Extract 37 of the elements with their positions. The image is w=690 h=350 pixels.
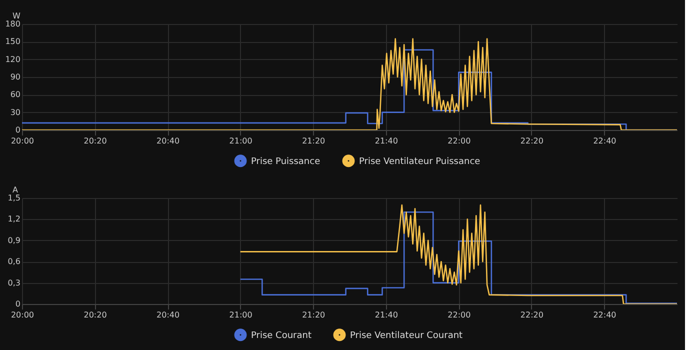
x-tick-label: 20:40 bbox=[156, 310, 180, 320]
legend-label: Prise Ventilateur Puissance bbox=[359, 156, 481, 167]
x-tick-label: 20:00 bbox=[10, 136, 34, 146]
y-tick-label: 120 bbox=[5, 54, 20, 64]
y-tick-label: 30 bbox=[10, 108, 20, 117]
x-tick-label: 22:00 bbox=[448, 136, 471, 146]
x-tick-label: 22:40 bbox=[593, 310, 616, 320]
y-tick-label: 1,5 bbox=[8, 194, 20, 202]
y-tick-label: 0 bbox=[15, 126, 20, 134]
x-tick-label: 20:40 bbox=[156, 136, 180, 146]
x-tick-label: 21:00 bbox=[229, 310, 252, 320]
y-tick-label: 60 bbox=[10, 90, 20, 100]
y-tick-label: 0,3 bbox=[8, 278, 20, 288]
x-tick-label: 21:20 bbox=[302, 310, 326, 320]
x-tick-label: 21:00 bbox=[229, 136, 252, 146]
legend-label: Prise Puissance bbox=[251, 156, 321, 167]
y-tick-label: 0,9 bbox=[8, 236, 20, 245]
y-tick-label: 0,6 bbox=[8, 257, 20, 266]
x-tick-label: 21:20 bbox=[302, 136, 326, 146]
y-axis-title: A bbox=[12, 186, 18, 194]
x-tick-label: 22:40 bbox=[593, 136, 616, 146]
y-tick-label: 150 bbox=[5, 37, 20, 46]
x-tick-label: 21:40 bbox=[374, 136, 398, 146]
y-tick-label: 1,2 bbox=[8, 214, 20, 224]
y-axis-title: W bbox=[12, 12, 20, 20]
y-tick-label: 180 bbox=[5, 20, 20, 28]
x-tick-label: 20:20 bbox=[84, 136, 107, 146]
x-tick-label: 21:40 bbox=[374, 310, 398, 320]
x-tick-label: 20:00 bbox=[10, 310, 34, 320]
legend-label: Prise Courant bbox=[251, 330, 312, 341]
x-tick-label: 22:00 bbox=[448, 310, 471, 320]
legend-label: Prise Ventilateur Courant bbox=[350, 330, 464, 341]
x-tick-label: 20:20 bbox=[84, 310, 107, 320]
x-tick-label: 22:20 bbox=[520, 310, 544, 320]
y-tick-label: 0 bbox=[15, 300, 20, 308]
x-tick-label: 22:20 bbox=[520, 136, 544, 146]
y-tick-label: 90 bbox=[10, 72, 20, 82]
